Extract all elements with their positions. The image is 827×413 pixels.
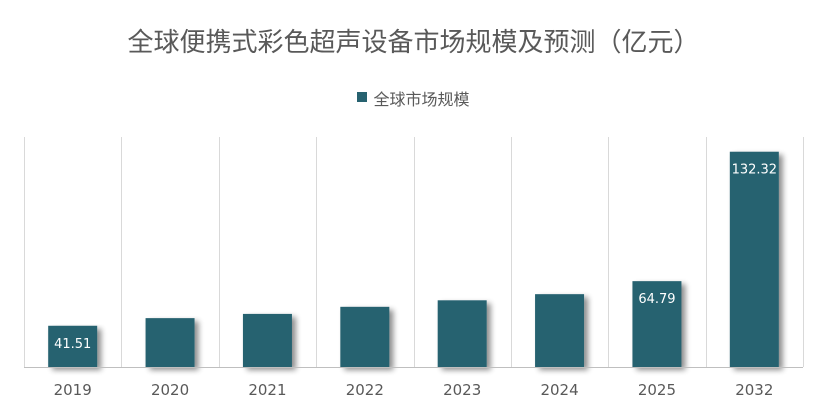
x-tick-label: 2021 [248,381,286,399]
legend-swatch [357,92,368,102]
legend: 全球市场规模 [0,86,827,110]
bar-2024 [535,294,585,367]
x-tick-label: 2020 [151,381,189,399]
bar-2025 [632,281,682,367]
x-tick-label: 2019 [54,381,92,399]
bar-2023 [437,300,487,367]
bar-2032 [729,151,779,367]
x-tick-label: 2025 [638,381,676,399]
x-tick-label: 2023 [443,381,481,399]
bar-2019 [48,325,98,367]
data-label-2019: 41.51 [54,337,91,352]
bar-2020 [145,318,195,367]
bar-2021 [242,313,292,367]
x-tick-label: 2024 [540,381,578,399]
data-label-2032: 132.32 [732,163,778,178]
chart-title: 全球便携式彩色超声设备市场规模及预测（亿元） [127,28,700,58]
bar-2022 [340,306,390,367]
x-tick-label: 2022 [346,381,384,399]
data-label-2025: 64.79 [638,292,675,307]
x-tick-label: 2032 [735,381,773,399]
legend-label: 全球市场规模 [373,90,470,109]
